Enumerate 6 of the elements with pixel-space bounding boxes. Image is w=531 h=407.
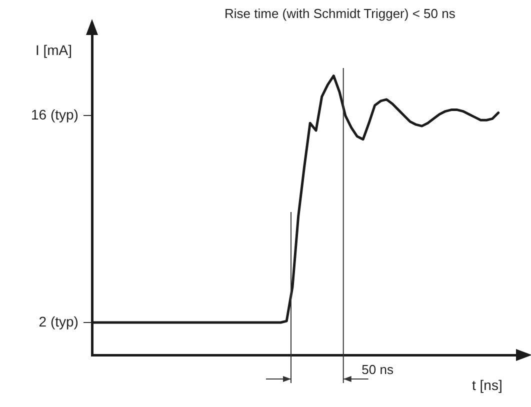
y-tick-label: 2 (typ) xyxy=(38,313,78,330)
chart-title: Rise time (with Schmidt Trigger) < 50 ns xyxy=(224,6,456,21)
y-tick-label: 16 (typ) xyxy=(30,106,78,123)
text: 50 ns xyxy=(362,362,394,377)
y-axis-title: I [mA] xyxy=(35,42,72,58)
x-axis-title: t [ns] xyxy=(472,377,502,393)
